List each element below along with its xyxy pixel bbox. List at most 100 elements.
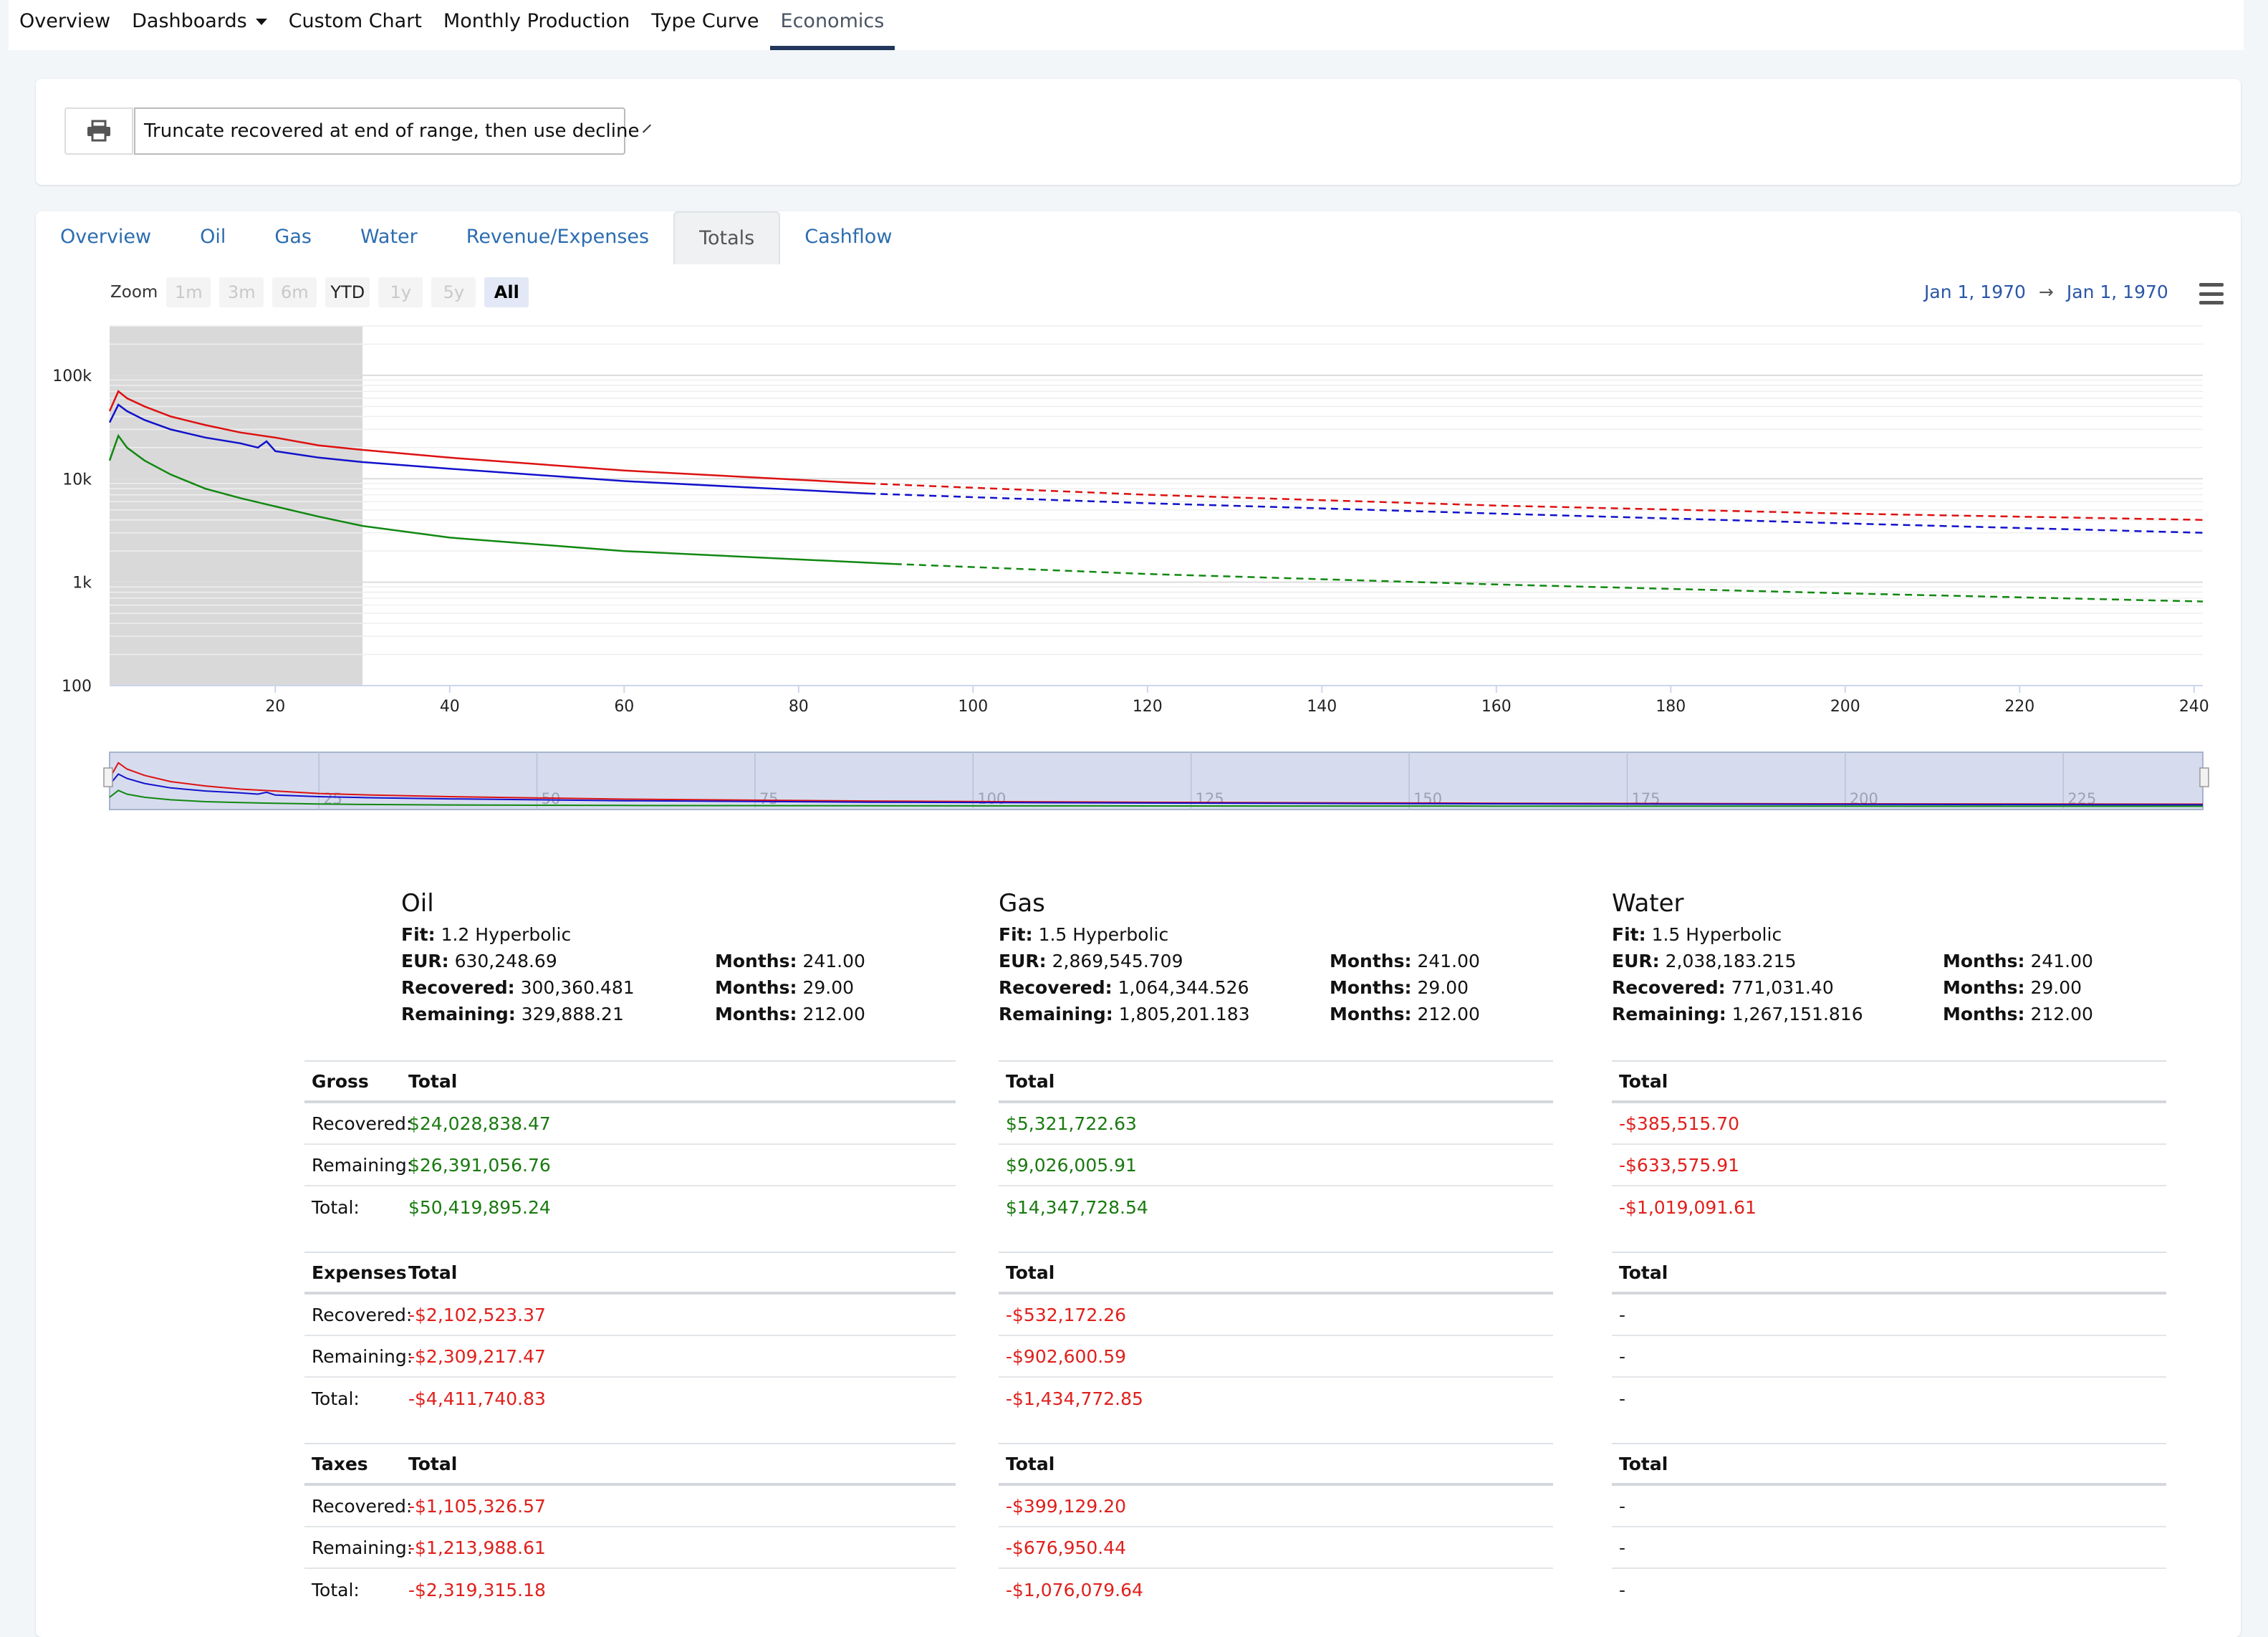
y-tick-label: 100k xyxy=(52,368,92,385)
column-header: Total xyxy=(1612,1252,2166,1295)
water-taxes-table: Total - - - xyxy=(1612,1443,2166,1610)
chart-menu-icon[interactable] xyxy=(2199,283,2224,304)
section-row-labels: Gross Recovered: Remaining: Total: xyxy=(304,1060,416,1228)
print-button[interactable] xyxy=(64,107,133,155)
months-value: 212.00 xyxy=(2030,1004,2093,1024)
gas-gross-table: Total $5,321,722.63 $9,026,005.91 $14,347,7… xyxy=(999,1060,1553,1228)
months-label: Months: xyxy=(1330,1004,1412,1024)
tab-revenue-expenses[interactable]: Revenue/Expenses xyxy=(466,226,650,248)
shaded-history-band xyxy=(110,326,363,686)
navigator-window xyxy=(109,752,2204,810)
fit-value: 1.2 Hyperbolic xyxy=(441,924,572,945)
eur-label: EUR: xyxy=(1612,951,1660,971)
range-to[interactable]: Jan 1, 1970 xyxy=(2066,282,2168,302)
zoom-ytd-button[interactable]: YTD xyxy=(325,277,370,307)
section-row-labels: Expenses Recovered: Remaining: Total: xyxy=(304,1252,416,1419)
summary-title: Water xyxy=(1612,889,1684,918)
nav-overview[interactable]: Overview xyxy=(19,10,111,32)
row-label: Total: xyxy=(312,1388,360,1409)
column-header: Total xyxy=(1612,1443,2166,1486)
fit-label: Fit: xyxy=(1612,924,1646,945)
row-label: Recovered: xyxy=(304,1103,416,1145)
months-value: 241.00 xyxy=(802,951,865,971)
months-value: 241.00 xyxy=(2030,951,2093,971)
date-range: Jan 1, 1970 → Jan 1, 1970 xyxy=(1924,282,2168,302)
navigator-right-handle xyxy=(2199,767,2209,787)
table-cell: $14,347,728.54 xyxy=(1006,1196,1148,1218)
row-label: Remaining: xyxy=(304,1145,416,1186)
months-value: 29.00 xyxy=(2030,977,2082,998)
eur-value: 630,248.69 xyxy=(454,951,557,971)
x-tick-label: 120 xyxy=(1133,698,1163,716)
table-cell: $26,391,056.76 xyxy=(401,1145,956,1186)
x-tick-label: 180 xyxy=(1656,698,1686,716)
tab-overview[interactable]: Overview xyxy=(60,226,152,248)
zoom-all-button[interactable]: All xyxy=(484,277,529,307)
gas-expenses-table: Total -$532,172.26 -$902,600.59 -$1,434,772… xyxy=(999,1252,1553,1419)
row-label: Remaining: xyxy=(304,1527,416,1569)
navigator-tick-label: 75 xyxy=(759,790,779,807)
navigator-tick-label: 150 xyxy=(1413,790,1442,807)
zoom-6m-button[interactable]: 6m xyxy=(272,277,317,307)
summary-title: Gas xyxy=(999,889,1045,918)
x-tick-label: 100 xyxy=(958,698,988,716)
recovery-mode-select[interactable]: Truncate recovered at end of range, then… xyxy=(134,107,652,155)
zoom-1m-button[interactable]: 1m xyxy=(166,277,211,307)
remaining-value: 1,267,151.816 xyxy=(1731,1004,1863,1024)
table-cell: -$399,129.20 xyxy=(999,1486,1553,1527)
navigator-tick-label: 125 xyxy=(1196,790,1224,807)
tab-totals[interactable]: Totals xyxy=(673,211,781,264)
eur-label: EUR: xyxy=(999,951,1047,971)
zoom-5y-button[interactable]: 5y xyxy=(431,277,476,307)
navigator-left-handle xyxy=(103,767,113,787)
section-label: Gross xyxy=(304,1060,416,1103)
zoom-3m-button[interactable]: 3m xyxy=(219,277,264,307)
table-cell: -$2,309,217.47 xyxy=(401,1336,956,1378)
series-0-actual-line xyxy=(108,390,363,451)
y-tick-label: 10k xyxy=(62,471,92,489)
oil-gross-table: Total $24,028,838.47 $26,391,056.76 $50,419… xyxy=(401,1060,956,1228)
tab-gas[interactable]: Gas xyxy=(274,226,312,248)
water-expenses-table: Total - - - xyxy=(1612,1252,2166,1419)
nav-economics[interactable]: Economics xyxy=(769,0,895,50)
x-tick-label: 220 xyxy=(2004,698,2034,716)
column-header: Total xyxy=(401,1252,956,1295)
fit-value: 1.5 Hyperbolic xyxy=(1651,924,1782,945)
column-header: Total xyxy=(999,1060,1553,1103)
row-label: Recovered: xyxy=(304,1486,416,1527)
zoom-label: Zoom xyxy=(110,283,158,302)
nav-custom-chart[interactable]: Custom Chart xyxy=(288,10,422,32)
table-cell: -$2,102,523.37 xyxy=(401,1295,956,1336)
table-cell: $5,321,722.63 xyxy=(999,1103,1553,1145)
eur-value: 2,038,183.215 xyxy=(1665,951,1797,971)
tab-cashflow[interactable]: Cashflow xyxy=(804,226,893,248)
series-1-forecast-dashed-line xyxy=(868,492,2204,534)
recovered-value: 1,064,344.526 xyxy=(1118,977,1249,998)
section-row-labels: Taxes Recovered: Remaining: Total: xyxy=(304,1443,416,1610)
row-label: Total: xyxy=(312,1579,360,1600)
table-cell: $24,028,838.47 xyxy=(401,1103,956,1145)
x-tick-label: 80 xyxy=(789,698,809,716)
series-2-actual-line xyxy=(108,433,363,527)
series-0-forecast-solid-line xyxy=(362,448,869,485)
section-label: Taxes xyxy=(304,1443,416,1486)
range-from[interactable]: Jan 1, 1970 xyxy=(1924,282,2026,302)
gas-taxes-table: Total -$399,129.20 -$676,950.44 -$1,076,079… xyxy=(999,1443,1553,1610)
table-cell: - xyxy=(1619,1579,1626,1600)
section-label: Expenses xyxy=(304,1252,416,1295)
range-arrow: → xyxy=(2038,282,2054,302)
chevron-down-icon xyxy=(643,123,652,133)
nav-type-curve[interactable]: Type Curve xyxy=(651,10,759,32)
navigator-series-1 xyxy=(109,773,2204,806)
months-label: Months: xyxy=(715,977,797,998)
series-2-forecast-solid-line xyxy=(362,524,895,565)
recovered-value: 300,360.481 xyxy=(520,977,635,998)
summary-title: Oil xyxy=(401,889,434,918)
nav-dashboards[interactable]: Dashboards xyxy=(121,0,278,40)
tab-oil[interactable]: Oil xyxy=(200,226,226,248)
months-value: 212.00 xyxy=(1417,1004,1480,1024)
table-cell: - xyxy=(1612,1486,2166,1527)
zoom-1y-button[interactable]: 1y xyxy=(378,277,423,307)
tab-water[interactable]: Water xyxy=(360,226,418,248)
nav-monthly-production[interactable]: Monthly Production xyxy=(443,10,630,32)
